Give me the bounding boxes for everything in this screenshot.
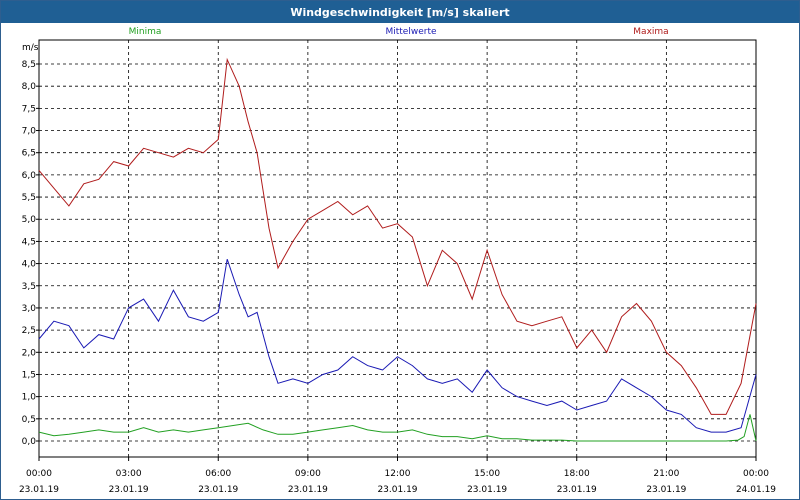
x-tick-date-label: 23.01.19: [646, 485, 686, 495]
y-tick-label: 4,5: [22, 237, 36, 247]
y-tick-label: 6,5: [22, 149, 36, 159]
window-title: Windgeschwindigkeit [m/s] skaliert: [1, 1, 799, 23]
y-tick-label: 7,0: [22, 127, 37, 137]
series-line-mittelwerte: [38, 259, 757, 433]
x-tick-time-label: 09:00: [295, 469, 321, 479]
x-tick-date-label: 23.01.19: [109, 485, 149, 495]
legend: Minima Mittelwerte Maxima: [129, 27, 669, 37]
x-tick-time-label: 15:00: [474, 469, 500, 479]
x-tick-date-label: 23.01.19: [467, 485, 507, 495]
x-tick-date-label: 23.01.19: [377, 485, 417, 495]
y-tick-label: 1,5: [22, 370, 36, 380]
y-tick-label: 0,5: [22, 415, 36, 425]
y-tick-label: 3,5: [22, 282, 36, 292]
x-axis: 00:00 23.01.19 03:00 23.01.19 06:00 23.01.19 0…: [19, 457, 776, 495]
x-tick-date-label: 23.01.19: [198, 485, 238, 495]
y-tick-label: 1,0: [22, 393, 37, 403]
y-axis-label: m/s: [22, 43, 39, 53]
y-tick-label: 5,5: [22, 193, 36, 203]
legend-entry-maxima: Maxima: [633, 27, 668, 37]
x-tick-date-label: 24.01.19: [736, 485, 776, 495]
y-tick-label: 2,5: [22, 326, 36, 336]
y-axis: 0,0 0,5 1,0 1,5 2,0 2,5 3,0 3,5 4,0 4,5 5,0 5,5 6,0 6…: [22, 60, 39, 447]
x-tick-date-label: 23.01.19: [19, 485, 59, 495]
series-lines: [38, 57, 757, 442]
x-tick-time-label: 21:00: [653, 469, 679, 479]
x-tick-time-label: 03:00: [116, 469, 142, 479]
x-tick-date-label: 23.01.19: [288, 485, 328, 495]
x-tick-date-label: 23.01.19: [557, 485, 597, 495]
x-tick-time-label: 00:00: [743, 469, 769, 479]
y-tick-label: 3,0: [22, 304, 37, 314]
y-tick-label: 0,0: [22, 437, 37, 447]
series-line-maxima: [38, 57, 757, 415]
x-tick-time-label: 18:00: [564, 469, 590, 479]
y-tick-label: 8,5: [22, 60, 36, 70]
x-tick-time-label: 06:00: [205, 469, 231, 479]
y-tick-label: 8,0: [22, 82, 37, 92]
y-tick-label: 5,0: [22, 215, 37, 225]
x-tick-time-label: 12:00: [385, 469, 411, 479]
y-tick-label: 7,5: [22, 104, 36, 114]
y-tick-label: 4,0: [22, 260, 37, 270]
series-line-minima: [38, 414, 757, 442]
legend-entry-minima: Minima: [129, 27, 162, 37]
y-tick-label: 6,0: [22, 171, 37, 181]
legend-entry-mittelwerte: Mittelwerte: [385, 27, 436, 37]
x-tick-time-label: 00:00: [26, 469, 52, 479]
y-tick-label: 2,0: [22, 348, 37, 358]
